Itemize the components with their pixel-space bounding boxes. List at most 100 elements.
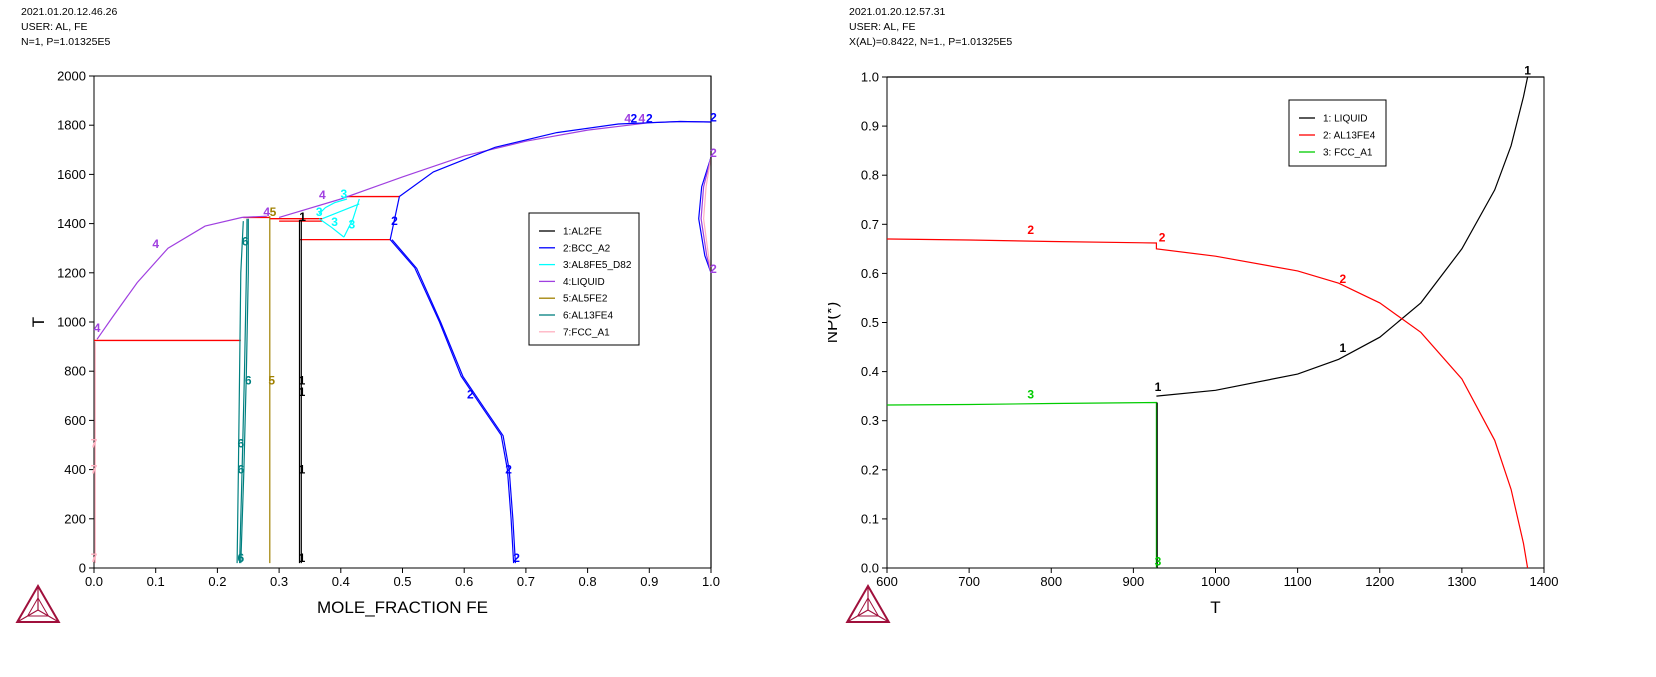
right-header-line-3: X(AL)=0.8422, N=1., P=1.01325E5 <box>849 36 1013 48</box>
left-x-tick-label: 1.0 <box>702 574 720 589</box>
left-y-tick-label: 1600 <box>57 167 86 182</box>
left-curve-label: 2 <box>513 551 520 565</box>
right-curve-label: 1 <box>1155 380 1162 394</box>
left-curve-label: 2 <box>631 112 638 126</box>
left-curve-label: 2 <box>710 111 717 125</box>
left-series-bcc-left-edge <box>389 196 400 240</box>
right-x-tick-label: 1100 <box>1284 574 1312 589</box>
left-legend-label: 5:AL5FE2 <box>563 294 608 305</box>
left-series-fe-side-loop-a <box>698 157 712 274</box>
left-header: 2021.01.20.12.46.26 USER: AL, FE N=1, P=… <box>21 5 117 50</box>
left-curve-label: 1 <box>299 462 306 476</box>
left-x-tick-label: 0.8 <box>579 574 597 589</box>
left-x-tick-label: 0.5 <box>393 574 411 589</box>
left-y-tick-label: 1200 <box>57 265 86 280</box>
right-curve-label: 3 <box>1155 555 1162 569</box>
right-y-tick-label: 0.0 <box>861 561 879 576</box>
left-curve-label: 2 <box>646 112 653 126</box>
left-legend-label: 4:LIQUID <box>563 277 605 288</box>
left-series-d82-right <box>343 198 360 238</box>
phase-diagram-chart: 0.0 0.1 0.2 0.3 0.4 0.5 0.6 0.7 0.8 0.9 1.0 0 200 400… <box>15 69 720 623</box>
left-series-al13fe4-right <box>239 218 248 564</box>
right-x-tick-label: 1200 <box>1365 574 1394 589</box>
right-curve-label: 2 <box>1339 272 1346 286</box>
left-y-tick-label: 1000 <box>57 315 86 330</box>
left-curve-label: 6 <box>245 374 252 388</box>
right-y-tick-label: 0.3 <box>861 413 879 428</box>
left-y-tick-label: 1400 <box>57 216 86 231</box>
right-curve-label: 3 <box>1027 388 1034 402</box>
right-legend-label: 3: FCC_A1 <box>1323 148 1373 159</box>
right-legend-box <box>1288 99 1387 167</box>
right-curve-label: 1 <box>1339 341 1346 355</box>
right-x-axis-title: T <box>1210 598 1220 617</box>
right-x-tick-label: 800 <box>1040 574 1062 589</box>
right-y-tick-label: 0.2 <box>861 462 879 477</box>
left-curve-label: 4 <box>624 112 631 126</box>
right-x-tick-label: 1400 <box>1530 574 1559 589</box>
left-series-group <box>94 76 712 568</box>
right-y-tick-label: 0.4 <box>861 364 879 379</box>
left-x-tick-label: 0.4 <box>332 574 350 589</box>
left-curve-label: 1 <box>299 385 306 399</box>
right-y-tick-label: 0.9 <box>861 119 879 134</box>
left-curve-label: 2 <box>391 214 398 228</box>
left-series-fe-side-fcc <box>702 157 712 273</box>
left-curve-label: 7 <box>91 551 98 565</box>
left-series-d82-left <box>318 198 348 215</box>
phase-fraction-chart: 600 700 800 900 1000 1100 1200 1300 1400 0.0 0.1 0.… <box>828 64 1559 623</box>
right-x-tick-label: 1000 <box>1201 574 1230 589</box>
right-plot-frame <box>886 76 1545 569</box>
left-curve-label: 4 <box>319 188 326 202</box>
left-x-tick-label: 0.3 <box>270 574 288 589</box>
right-legend-label: 1: LIQUID <box>1323 114 1367 125</box>
left-y-tick-label: 400 <box>64 462 86 477</box>
left-x-tick-label: 0.7 <box>517 574 535 589</box>
left-series-d82-lower <box>318 218 345 238</box>
right-series-fcc <box>887 401 1157 568</box>
left-series-fe-side-loop-b <box>700 157 712 273</box>
left-x-tick-label: 0.2 <box>208 574 226 589</box>
left-curve-label: 3 <box>341 187 348 201</box>
left-curve-label: 4 <box>263 205 270 219</box>
right-header-line-2: USER: AL, FE <box>849 21 916 33</box>
left-series-bcc-upper <box>399 120 712 197</box>
left-header-line-3: N=1, P=1.01325E5 <box>21 36 111 48</box>
right-curve-label: 2 <box>1159 230 1166 244</box>
right-header: 2021.01.20.12.57.31 USER: AL, FE X(AL)=0… <box>849 5 1012 50</box>
left-curve-label: 7 <box>91 462 98 476</box>
left-curve-label: 6 <box>242 235 249 249</box>
left-y-tick-label: 1800 <box>57 118 86 133</box>
left-series-liquidus-upper <box>278 120 712 218</box>
right-y-tick-label: 0.8 <box>861 168 879 183</box>
left-curve-label: 3 <box>331 215 338 229</box>
left-series-al13fe4-left <box>236 221 244 564</box>
left-legend-label: 2:BCC_A2 <box>563 243 611 254</box>
left-header-line-1: 2021.01.20.12.46.26 <box>21 6 118 18</box>
right-logo-icon <box>845 583 891 623</box>
right-curve-label: 2 <box>1027 223 1034 237</box>
left-curve-label: 6 <box>238 436 245 450</box>
left-curve-label: 2 <box>505 462 512 476</box>
left-legend-label: 3:AL8FE5_D82 <box>563 260 632 271</box>
left-series-liquidus-left <box>96 215 267 340</box>
left-curve-label: 4 <box>639 112 646 126</box>
right-y-tick-label: 0.7 <box>861 217 879 232</box>
left-legend-label: 6:AL13FE4 <box>563 311 613 322</box>
right-series-al13fe4 <box>887 238 1529 569</box>
right-x-tick-label: 1300 <box>1447 574 1476 589</box>
left-logo-icon <box>15 583 61 623</box>
right-y-tick-label: 0.1 <box>861 511 879 526</box>
left-x-tick-label: 0.6 <box>455 574 473 589</box>
left-curve-label: 3 <box>349 218 356 232</box>
right-series-group <box>887 76 1544 569</box>
right-series-liquid <box>1156 76 1529 397</box>
left-curve-label: 5 <box>270 205 277 219</box>
left-curve-label: 1 <box>299 374 306 388</box>
right-x-tick-label: 600 <box>876 574 898 589</box>
right-curve-label: 1 <box>1524 64 1531 78</box>
left-y-tick-label: 600 <box>64 413 86 428</box>
left-curve-label: 6 <box>238 551 245 565</box>
left-series-bcc-solvus-2 <box>391 239 516 564</box>
left-y-tick-label: 200 <box>64 511 86 526</box>
